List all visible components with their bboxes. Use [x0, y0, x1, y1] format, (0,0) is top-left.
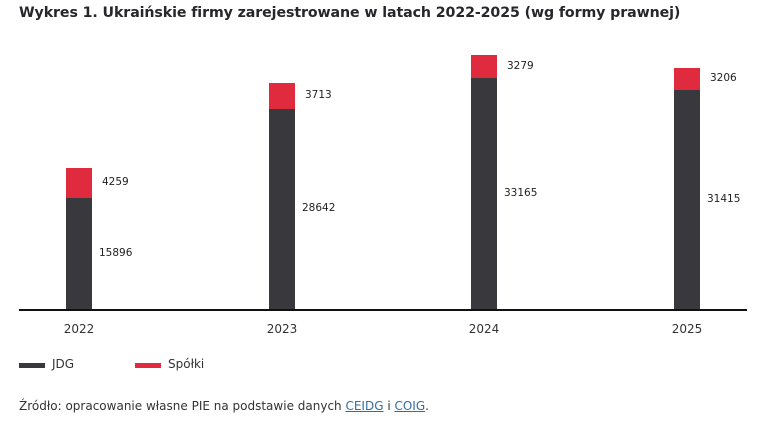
coig-link[interactable]: COIG: [394, 399, 426, 413]
chart-title: Wykres 1. Ukraińskie firmy zarejestrowan…: [19, 5, 681, 21]
value-label-jdg: 15896: [99, 246, 133, 259]
bar-segment-jdg: [471, 78, 497, 309]
x-tick-label: 2025: [671, 322, 703, 336]
legend-swatch-jdg: [19, 363, 45, 368]
source-sep: i: [383, 399, 395, 413]
legend-swatch-spolki: [135, 363, 161, 368]
value-label-spolki: 3279: [507, 59, 534, 72]
value-label-spolki: 3713: [305, 89, 332, 101]
bar-2024: [471, 55, 497, 309]
value-label-spolki: 4259: [102, 176, 129, 188]
bar-segment-spolki: [674, 68, 700, 90]
bar-segment-jdg: [66, 198, 92, 309]
bar-segment-spolki: [66, 168, 92, 198]
legend-label-jdg: JDG: [52, 357, 75, 371]
x-tick-label: 2024: [468, 322, 500, 336]
value-label-jdg: 31415: [707, 192, 741, 205]
bar-segment-jdg: [269, 109, 295, 309]
x-axis-line: [19, 309, 747, 311]
legend-label-spolki: Spółki: [168, 357, 205, 371]
x-tick-label: 2022: [63, 322, 95, 336]
bar-2025: [674, 68, 700, 309]
bar-segment-spolki: [471, 55, 497, 78]
value-label-jdg: 33165: [504, 186, 538, 199]
value-label-jdg: 28642: [302, 202, 336, 214]
bar-segment-jdg: [674, 90, 700, 309]
source-note: Źródło: opracowanie własne PIE na podsta…: [19, 399, 429, 413]
bar-2022: [66, 168, 92, 309]
source-prefix: Źródło: opracowanie własne PIE na podsta…: [19, 399, 346, 413]
ceidg-link[interactable]: CEIDG: [345, 399, 384, 413]
x-tick-label: 2023: [266, 322, 298, 336]
bar-2023: [269, 83, 295, 309]
source-suffix: .: [425, 399, 429, 413]
bar-segment-spolki: [269, 83, 295, 109]
chart-plot-area: 4259 15896 2022 3713 28642 2023 3279 33165 2024 3…: [19, 55, 747, 336]
value-label-spolki: 3206: [710, 72, 737, 84]
